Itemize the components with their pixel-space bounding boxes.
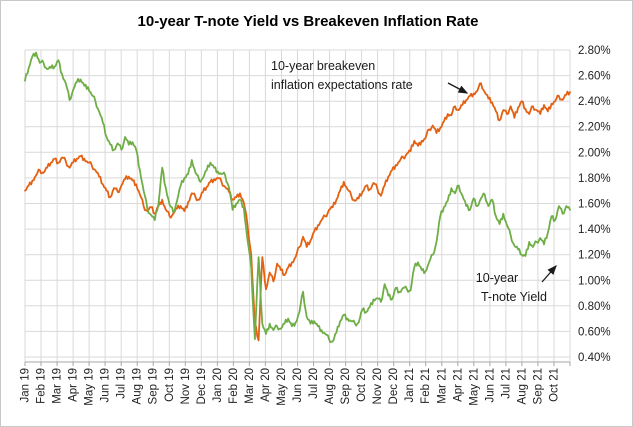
x-tick-label: Nov 20 [372, 368, 384, 404]
x-tick-label: Dec 19 [196, 368, 208, 404]
annotation-tnote-line2: T-note Yield [481, 290, 547, 304]
tnote-yield-line [24, 51, 571, 344]
chart-title: 10-year T-note Yield vs Breakeven Inflat… [138, 13, 479, 30]
x-tick-label: Jul 19 [116, 368, 128, 399]
x-tick-label: Sep 21 [532, 368, 544, 404]
annotation-tnote-arrow [541, 265, 557, 283]
y-tick-label: 1.20% [578, 250, 611, 262]
x-tick-label: Aug 21 [516, 368, 528, 404]
x-tick-label: Jul 20 [308, 368, 320, 399]
x-tick-label: Jan 19 [20, 368, 32, 403]
x-tick-label: Feb 20 [228, 368, 240, 404]
y-tick-label: 2.60% [578, 71, 611, 83]
x-tick-label: Apr 21 [452, 368, 464, 402]
x-tick-label: Jun 19 [100, 368, 112, 403]
x-tick-label: Jun 21 [484, 368, 496, 403]
y-tick-label: 2.80% [578, 45, 611, 57]
annotation-tnote-line1: 10-year [476, 271, 518, 285]
y-tick-label: 1.80% [578, 173, 611, 185]
y-tick-label: 2.00% [578, 147, 611, 159]
x-tick-label: Oct 19 [164, 368, 176, 402]
x-tick-label: Mar 19 [52, 368, 64, 404]
x-tick-label: May 21 [468, 368, 480, 406]
y-axis-labels: 0.40% 0.60% 0.80% 1.00% 1.20% 1.40% 1.60% 1.80%… [578, 45, 611, 364]
y-tick-label: 1.40% [578, 224, 611, 236]
x-tick-label: Aug 20 [324, 368, 336, 404]
y-tick-label: 2.20% [578, 122, 611, 134]
x-tick-label: Sep 20 [340, 368, 352, 404]
breakeven-line [24, 82, 571, 342]
y-tick-label: 1.00% [578, 275, 611, 287]
axis-lines [24, 361, 571, 366]
x-tick-label: Mar 21 [436, 368, 448, 404]
x-tick-label: Jan 21 [404, 368, 416, 403]
annotation-tnote: 10-year T-note Yield [476, 265, 557, 304]
annotation-breakeven-arrow [447, 82, 469, 94]
x-tick-label: Jan 20 [212, 368, 224, 403]
x-tick-label: Apr 19 [68, 368, 80, 402]
x-tick-label: Jun 20 [292, 368, 304, 403]
series-lines [24, 51, 571, 344]
x-tick-label: Aug 19 [132, 368, 144, 404]
y-tick-label: 0.60% [578, 326, 611, 338]
x-tick-label: Jul 21 [500, 368, 512, 399]
x-tick-label: May 19 [84, 368, 96, 406]
x-tick-label: Apr 20 [260, 368, 272, 402]
x-tick-label: Oct 21 [549, 368, 561, 402]
x-tick-label: Feb 19 [36, 368, 48, 404]
annotation-breakeven: 10-year breakeven inflation expectations… [271, 59, 469, 94]
annotation-breakeven-line1: 10-year breakeven [271, 59, 375, 73]
x-tick-label: Sep 19 [148, 368, 160, 404]
x-tick-label: Nov 19 [180, 368, 192, 404]
y-tick-label: 1.60% [578, 199, 611, 211]
x-tick-label: Oct 20 [356, 368, 368, 402]
x-tick-label: May 20 [276, 368, 288, 406]
y-tick-label: 0.80% [578, 301, 611, 313]
x-tick-label: Feb 21 [420, 368, 432, 404]
x-tick-label: Dec 20 [388, 368, 400, 404]
annotation-breakeven-line2: inflation expectations rate [271, 78, 413, 92]
x-axis-labels: Jan 19 Feb 19 Mar 19 Apr 19 May 19 Jun 19 Jul … [20, 368, 561, 406]
x-tick-label: Mar 20 [244, 368, 256, 404]
y-tick-label: 2.40% [578, 96, 611, 108]
y-tick-label: 0.40% [578, 352, 611, 364]
